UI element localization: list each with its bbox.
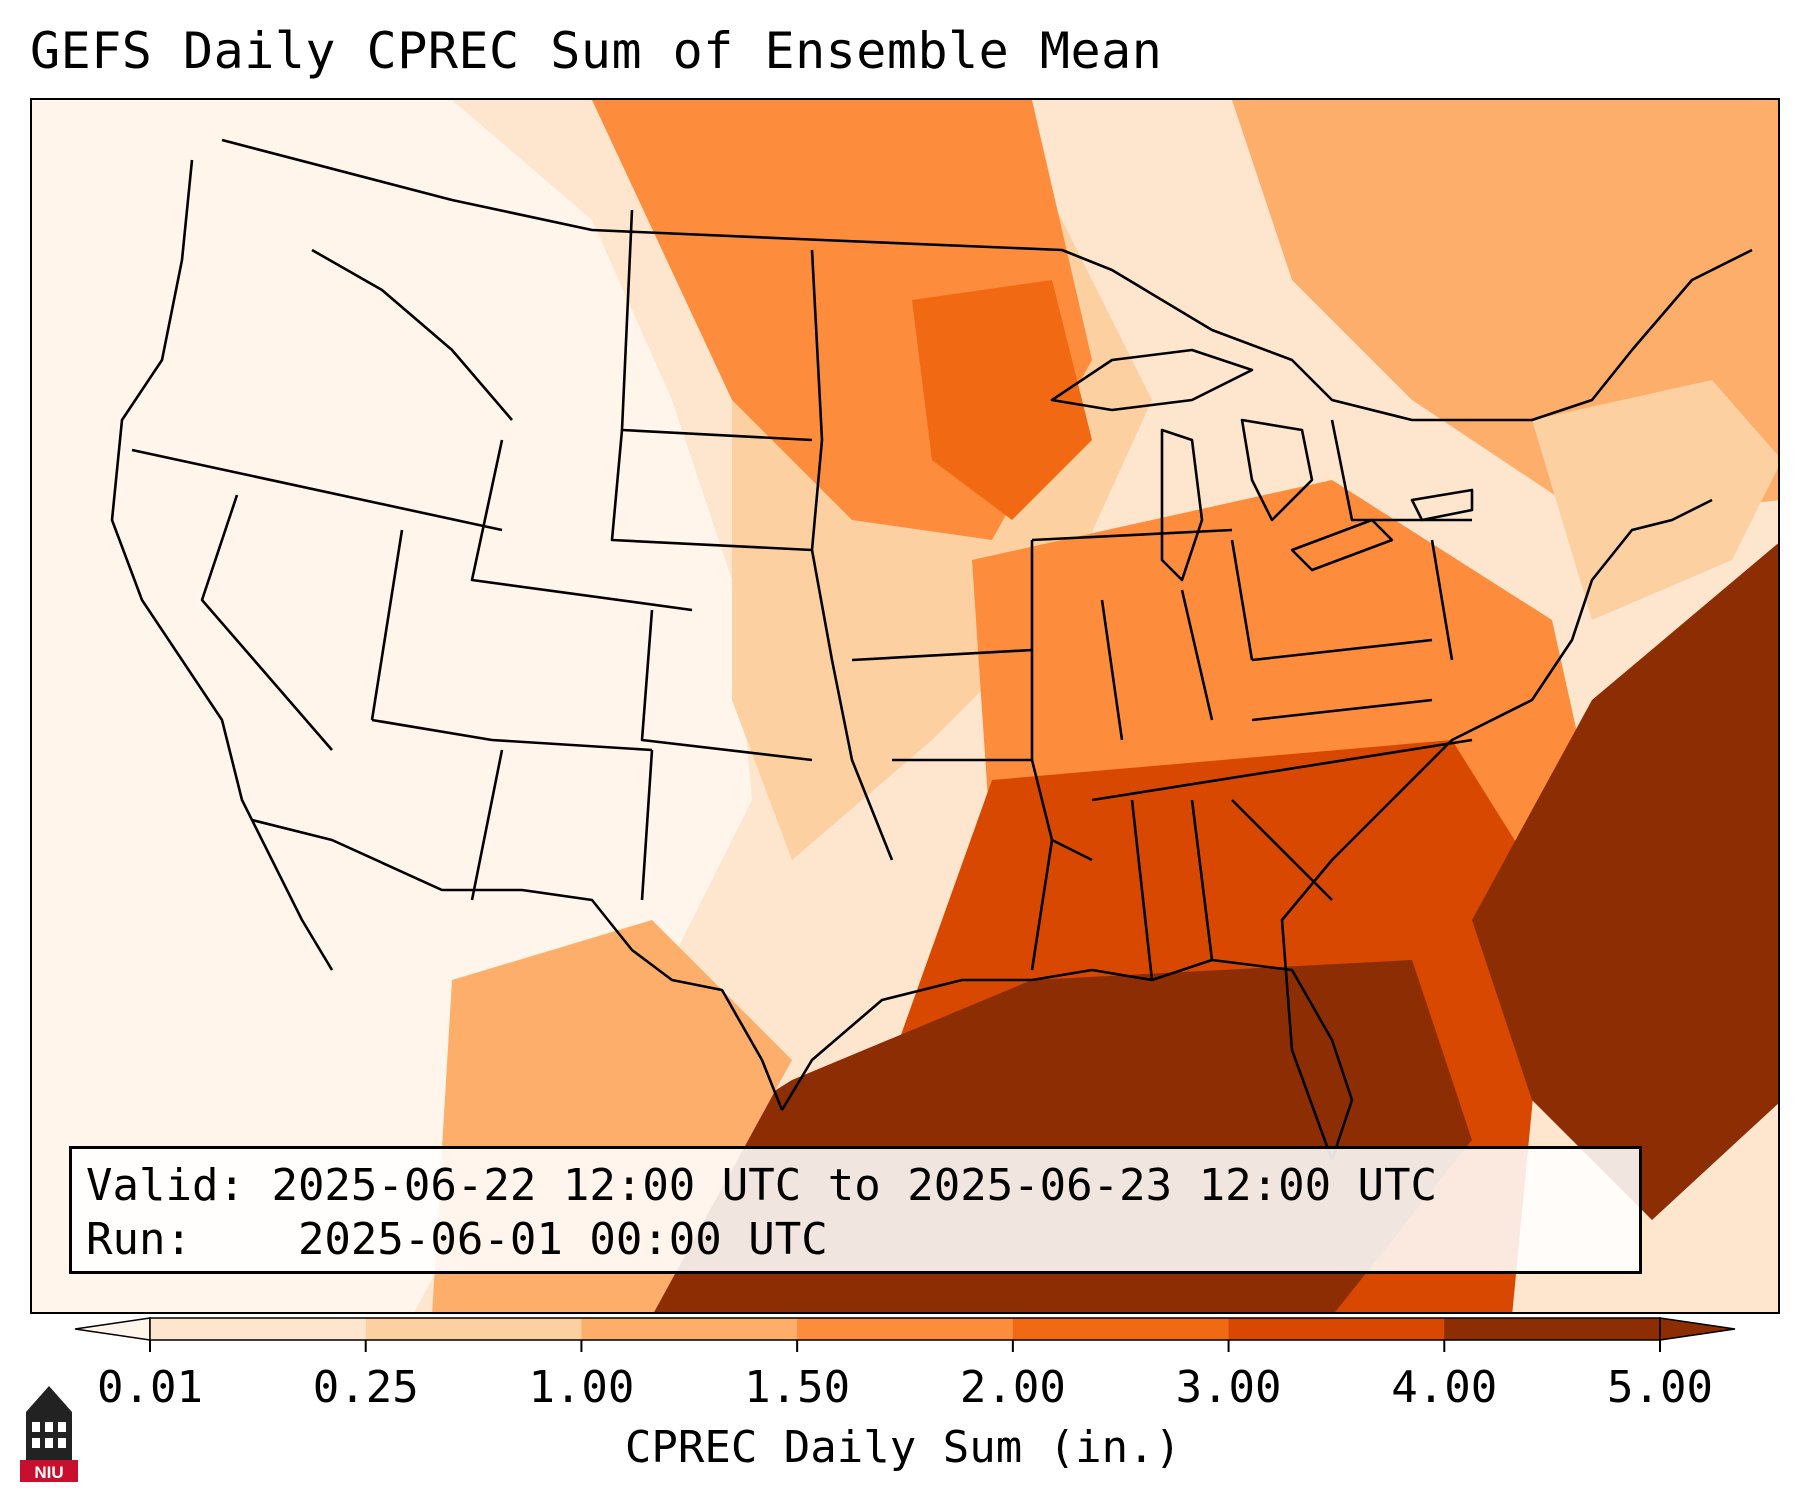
state-line	[1330, 419, 1472, 522]
colorbar-tick-label: 3.00	[1175, 1362, 1282, 1413]
state-line	[131, 448, 503, 532]
colorbar-cell	[1444, 1318, 1661, 1340]
us-mexico-border	[251, 818, 784, 1111]
colorbar-extend-max	[1659, 1317, 1736, 1341]
lake-michigan	[1160, 428, 1204, 582]
us-west-coast	[110, 159, 334, 971]
state-line	[470, 439, 693, 612]
valid-label: Valid:	[86, 1160, 245, 1211]
precip-region-northeast	[1532, 380, 1778, 620]
colorbar-outline	[149, 1317, 1661, 1341]
colorbar-tick-label: 1.00	[528, 1362, 635, 1413]
map-title: GEFS Daily CPREC Sum of Ensemble Mean	[30, 22, 1163, 80]
state-line	[1030, 839, 1054, 971]
valid-value: 2025-06-22 12:00 UTC to 2025-06-23 12:00…	[271, 1160, 1438, 1211]
colorbar	[74, 1317, 1736, 1352]
boundaries	[110, 138, 1753, 1161]
state-line	[640, 749, 654, 901]
state-line	[640, 609, 813, 762]
logo-text: NIU	[34, 1463, 63, 1482]
atlantic-coast	[1280, 498, 1713, 1161]
colorbar-cells	[74, 1317, 1736, 1341]
state-line	[1091, 738, 1473, 802]
state-line	[1430, 539, 1454, 661]
colorbar-ticks	[149, 1340, 1661, 1352]
state-line	[370, 529, 404, 721]
run-label: Run:	[86, 1214, 192, 1265]
state-line	[311, 248, 513, 421]
state-line	[892, 758, 1093, 862]
lake-erie	[1290, 518, 1394, 572]
state-line	[1180, 589, 1214, 721]
state-line	[851, 648, 1033, 662]
state-line	[470, 749, 504, 901]
colorbar-tick-label: 2.00	[959, 1362, 1066, 1413]
state-line	[1251, 638, 1433, 662]
colorbar-extend-min	[74, 1317, 151, 1341]
precip-region-minnesota	[912, 280, 1092, 520]
colorbar-cell	[150, 1318, 367, 1340]
colorbar-label: CPREC Daily Sum (in.)	[624, 1422, 1182, 1473]
university-tower-icon: NIU	[20, 1386, 78, 1482]
us-canada-border	[221, 138, 1753, 422]
valid-row: Valid: 2025-06-22 12:00 UTC to 2025-06-2…	[86, 1159, 1625, 1213]
map-canvas	[32, 100, 1778, 1312]
state-line	[1251, 698, 1433, 722]
colorbar-cell	[581, 1318, 798, 1340]
colorbar-tick-label: 4.00	[1391, 1362, 1498, 1413]
state-line	[1230, 539, 1254, 661]
lake-huron	[1240, 418, 1314, 522]
colorbar-tick-label: 0.01	[97, 1362, 203, 1413]
run-row: Run: 2025-06-01 00:00 UTC	[86, 1213, 1625, 1267]
colorbar-cell	[1228, 1318, 1445, 1340]
colorbar-tick-label: 0.25	[312, 1362, 419, 1413]
state-line	[200, 494, 333, 751]
state-line	[1130, 799, 1154, 981]
state-line	[1100, 599, 1124, 741]
colorbar-tick-label: 1.50	[744, 1362, 851, 1413]
run-value: 2025-06-01 00:00 UTC	[297, 1214, 828, 1265]
state-line	[1231, 799, 1333, 901]
colorbar-cell	[797, 1318, 1014, 1340]
precip-region-west-white	[32, 380, 492, 1200]
gulf-coast	[780, 958, 1354, 1161]
colorbar-cell	[365, 1318, 582, 1340]
state-line	[810, 249, 894, 861]
colorbar-tick-label: 5.00	[1607, 1362, 1713, 1413]
state-line	[610, 429, 813, 552]
lake-superior	[1050, 348, 1254, 412]
state-line	[371, 718, 653, 752]
precip-region-atlantic	[1472, 543, 1778, 1220]
lake-ontario	[1410, 488, 1474, 522]
valid-time-box: Valid: 2025-06-22 12:00 UTC to 2025-06-2…	[69, 1146, 1642, 1274]
colorbar-cell	[1012, 1318, 1230, 1340]
state-line	[1190, 799, 1214, 961]
precip-map: Valid: 2025-06-22 12:00 UTC to 2025-06-2…	[30, 98, 1780, 1314]
